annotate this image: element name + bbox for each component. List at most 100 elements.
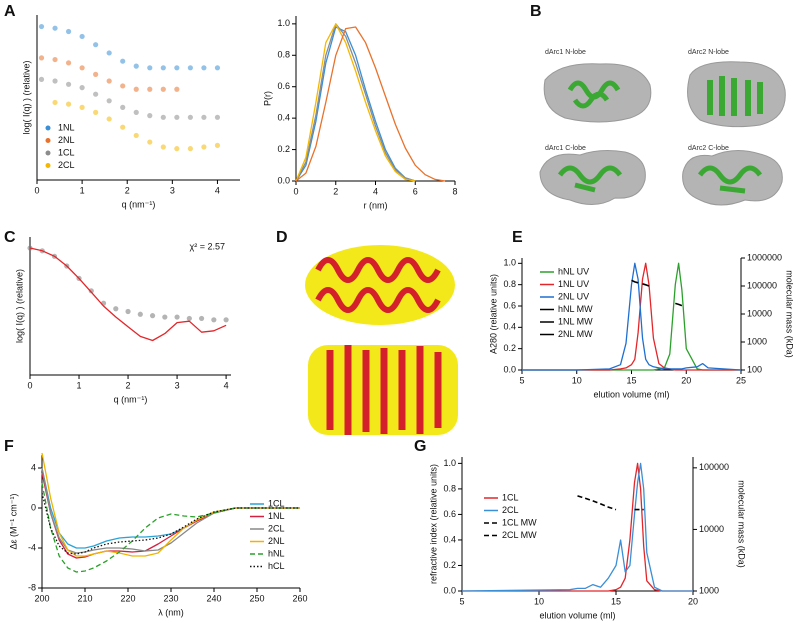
legend-label: hNL MW [558,304,593,314]
series-line [295,23,416,182]
data-point [93,71,99,77]
data-point [223,317,229,323]
series-line [41,482,300,573]
x-tick-label: 2 [126,380,131,390]
helix [315,257,441,313]
data-point [106,78,112,84]
x-tick-label: 220 [120,593,135,603]
legend-label: 1CL [58,147,75,157]
structure-images: dArc1 N-lobe dArc2 N-lobe dArc1 C-lobe d… [539,49,786,206]
legend-marker [45,163,51,168]
x-tick-label: 8 [452,186,457,196]
x-tick-label: 3 [175,380,180,390]
helix [326,345,442,435]
x-tick-label: 200 [34,593,49,603]
series-line [295,26,446,182]
data-point [125,308,131,315]
x-tick-label: 5 [519,375,524,385]
y-axis-label: log( I(q) ) (relative) [21,60,31,134]
structure-label: dArc2 C-lobe [688,145,729,152]
x-tick-label: 2 [125,185,130,195]
series-line [461,462,693,592]
x-axis-label: q (nm⁻¹) [122,199,156,209]
data-point [160,65,166,71]
data-point [38,55,45,61]
y-axis-label: P(r) [262,91,272,106]
x-tick-label: 4 [215,185,220,195]
data-point [187,65,193,71]
y-tick-label: 0.2 [443,560,456,570]
data-point [120,124,126,130]
y-tick-label: 0.2 [277,144,290,154]
data-point [186,315,192,322]
y2-tick-label: 10000 [699,524,724,534]
data-point [65,28,72,35]
x-tick-label: 20 [681,375,691,385]
legend-label: 1NL [268,511,285,521]
data-point [160,86,166,92]
x-tick-label: 5 [459,596,464,606]
structure-shape [305,245,455,325]
series-line [29,247,227,342]
y-axis-label: A280 (relative units) [488,274,498,354]
y-tick-label: 1.0 [277,18,290,28]
y-tick-label: 0.0 [277,175,290,185]
data-point [79,65,85,71]
legend-label: 2NL [268,536,285,546]
y2-tick-label: 10000 [747,308,772,318]
y-tick-label: 4 [31,462,36,472]
legend-label: 1CL [502,492,519,502]
annotation: χ² = 2.57 [190,241,226,251]
data-point [174,146,180,152]
legend-label: 2NL UV [558,291,589,301]
data-point [113,306,119,312]
panel-letter: G [414,438,426,455]
y-tick-label: 0.4 [277,113,290,123]
y-tick-label: 1.0 [443,458,456,468]
x-axis-label: λ (nm) [158,607,184,617]
x-tick-label: 0 [293,186,298,196]
data-point [38,23,45,30]
data-point [160,144,166,150]
legend-label: 1CL MW [502,517,537,527]
y-tick-label: 0.8 [277,50,290,60]
envelope [682,150,783,206]
overlay-structure [305,245,458,435]
data-point [93,42,99,48]
data-point [65,101,72,107]
x-axis-label: q (nm⁻¹) [114,394,148,404]
legend-label: 2CL [268,523,285,533]
x-tick-label: 1 [77,380,82,390]
x-tick-label: 3 [170,185,175,195]
x-tick-label: 260 [292,593,307,603]
series-line [631,279,639,284]
helix [697,165,763,194]
y-tick-label: -8 [28,582,36,592]
x-tick-label: 240 [206,593,221,603]
y2-axis-label: molecular mass (kDa) [785,270,795,358]
legend-label: 2CL [502,505,519,515]
legend-label: hCL [268,561,285,571]
series-line [675,302,683,307]
envelope [539,150,646,205]
y-axis-label: Δε (M⁻¹ cm⁻¹) [8,493,18,549]
legend-label: 2CL [58,160,75,170]
series-line [522,262,741,371]
data-point [120,83,126,89]
structure-label: dArc1 N-lobe [545,49,586,56]
data-point [133,132,139,139]
data-point [65,81,72,87]
legend-label: hNL UV [558,266,589,276]
helix [707,76,763,116]
x-tick-label: 4 [373,186,378,196]
x-tick-label: 0 [34,185,39,195]
data-point [106,50,112,56]
data-point [149,313,156,319]
data-point [174,86,180,92]
y-axis-label: refractive index (relative units) [428,464,438,584]
y-tick-label: -4 [28,542,36,552]
data-point [147,139,153,145]
x-axis-label: elution volume (ml) [593,389,669,399]
panel-letter: F [4,438,14,455]
